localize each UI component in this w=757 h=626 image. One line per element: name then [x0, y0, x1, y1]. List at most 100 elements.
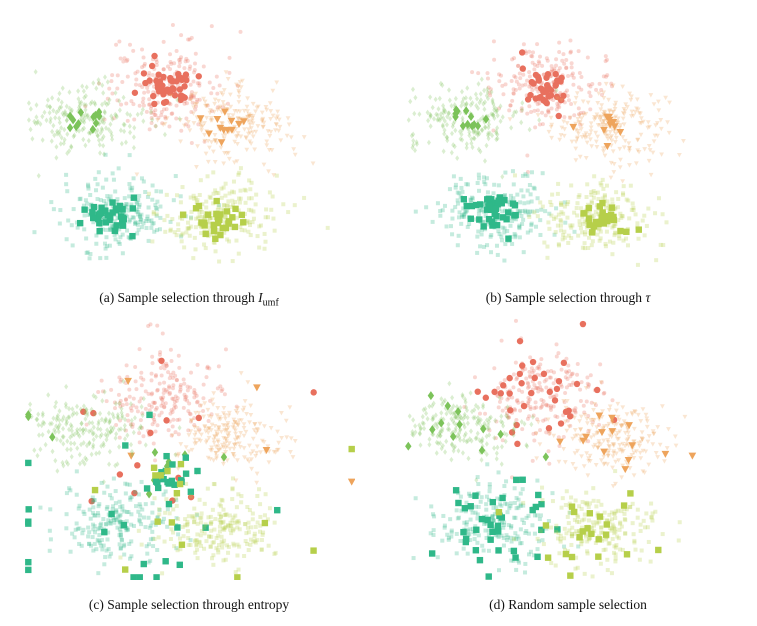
data-point-red — [109, 79, 114, 84]
data-point-orange — [663, 95, 669, 101]
data-point-yellow-green — [267, 506, 272, 511]
data-point-yellow-green — [227, 239, 232, 244]
data-point-red — [170, 410, 175, 415]
data-point-red — [532, 108, 537, 113]
data-point-yellow-green — [222, 526, 227, 531]
selected-point-teal — [487, 521, 494, 529]
selected-point-teal — [473, 526, 480, 533]
selected-point-yellow-green — [655, 546, 662, 554]
data-point-teal — [111, 177, 116, 182]
data-point-teal — [110, 224, 115, 229]
data-point-teal — [145, 216, 150, 221]
data-point-orange — [270, 113, 276, 119]
data-point-yellow-green — [639, 548, 644, 553]
selected-point-yellow-green — [568, 503, 576, 510]
data-point-green — [61, 462, 66, 469]
data-point-orange — [205, 138, 211, 144]
selected-point-green — [405, 441, 412, 451]
data-point-teal — [485, 190, 490, 195]
data-point-green — [58, 438, 63, 444]
data-point-yellow-green — [213, 249, 218, 254]
data-point-yellow-green — [223, 215, 228, 220]
data-point-teal — [92, 541, 97, 546]
data-point-teal — [161, 492, 166, 497]
data-point-green — [38, 446, 43, 453]
data-point-yellow-green — [245, 219, 250, 224]
data-point-yellow-green — [563, 547, 568, 552]
data-point-teal — [106, 530, 111, 535]
data-point-orange — [168, 93, 174, 99]
data-point-orange — [535, 420, 541, 425]
data-point-orange — [170, 433, 175, 438]
data-point-teal — [127, 541, 132, 546]
data-point-green — [96, 137, 101, 144]
data-point-yellow-green — [623, 531, 628, 536]
data-point-green — [525, 443, 530, 450]
data-point-yellow-green — [621, 184, 626, 189]
data-point-green — [104, 436, 109, 443]
data-point-red — [129, 99, 134, 104]
data-point-yellow-green — [219, 207, 224, 212]
data-point-red — [537, 381, 542, 386]
data-point-yellow-green — [231, 179, 236, 184]
data-point-red — [534, 385, 539, 390]
data-point-teal — [146, 238, 151, 243]
data-point-yellow-green — [220, 545, 225, 550]
data-point-teal — [171, 198, 176, 203]
data-point-yellow-green — [152, 537, 157, 542]
data-point-red — [175, 418, 180, 423]
data-point-teal — [568, 510, 573, 515]
data-point-teal — [136, 209, 141, 214]
data-point-green — [99, 443, 104, 449]
data-point-yellow-green — [612, 531, 617, 536]
data-point-red — [538, 384, 543, 389]
data-point-green — [438, 429, 443, 436]
data-point-green — [430, 416, 435, 423]
data-point-yellow-green — [562, 536, 567, 541]
data-point-green — [83, 455, 88, 461]
selected-point-teal — [109, 209, 116, 216]
data-point-yellow-green — [214, 546, 219, 551]
data-point-yellow-green — [212, 240, 217, 245]
data-point-yellow-green — [118, 555, 123, 560]
data-point-orange — [643, 412, 649, 418]
data-point-green — [451, 418, 456, 424]
selected-point-red — [553, 93, 561, 101]
data-point-teal — [92, 498, 97, 503]
data-point-red — [568, 374, 573, 379]
data-point-orange — [222, 103, 227, 108]
data-point-red — [131, 403, 136, 408]
data-point-green — [527, 126, 532, 133]
data-point-orange — [204, 115, 210, 121]
data-point-yellow-green — [253, 524, 258, 529]
data-point-green — [484, 451, 489, 458]
data-point-orange — [254, 450, 260, 456]
data-point-teal — [508, 198, 513, 203]
data-point-red — [112, 400, 117, 405]
data-point-teal — [126, 510, 131, 515]
data-point-orange — [192, 102, 198, 107]
data-point-teal — [137, 202, 142, 207]
data-point-red — [140, 65, 145, 70]
data-point-yellow-green — [219, 186, 224, 191]
data-point-teal — [104, 177, 109, 182]
data-point-yellow-green — [263, 492, 268, 497]
selected-point-yellow-green — [200, 220, 207, 227]
selected-point-green — [470, 120, 478, 130]
selected-point-red — [131, 89, 139, 96]
data-point-red — [601, 74, 606, 79]
data-point-red — [535, 42, 540, 47]
selected-point-red — [519, 362, 526, 369]
selected-point-teal — [509, 200, 517, 207]
data-point-teal — [476, 533, 481, 538]
data-point-red — [544, 430, 549, 435]
data-point-yellow-green — [621, 191, 626, 196]
selected-point-yellow-green — [219, 224, 226, 232]
data-point-teal — [127, 194, 132, 199]
data-point-orange — [181, 123, 187, 128]
data-point-yellow-green — [139, 542, 144, 547]
data-point-teal — [520, 487, 525, 492]
data-point-orange — [636, 441, 642, 446]
selected-point-yellow-green — [204, 211, 212, 218]
data-point-orange — [534, 456, 540, 461]
